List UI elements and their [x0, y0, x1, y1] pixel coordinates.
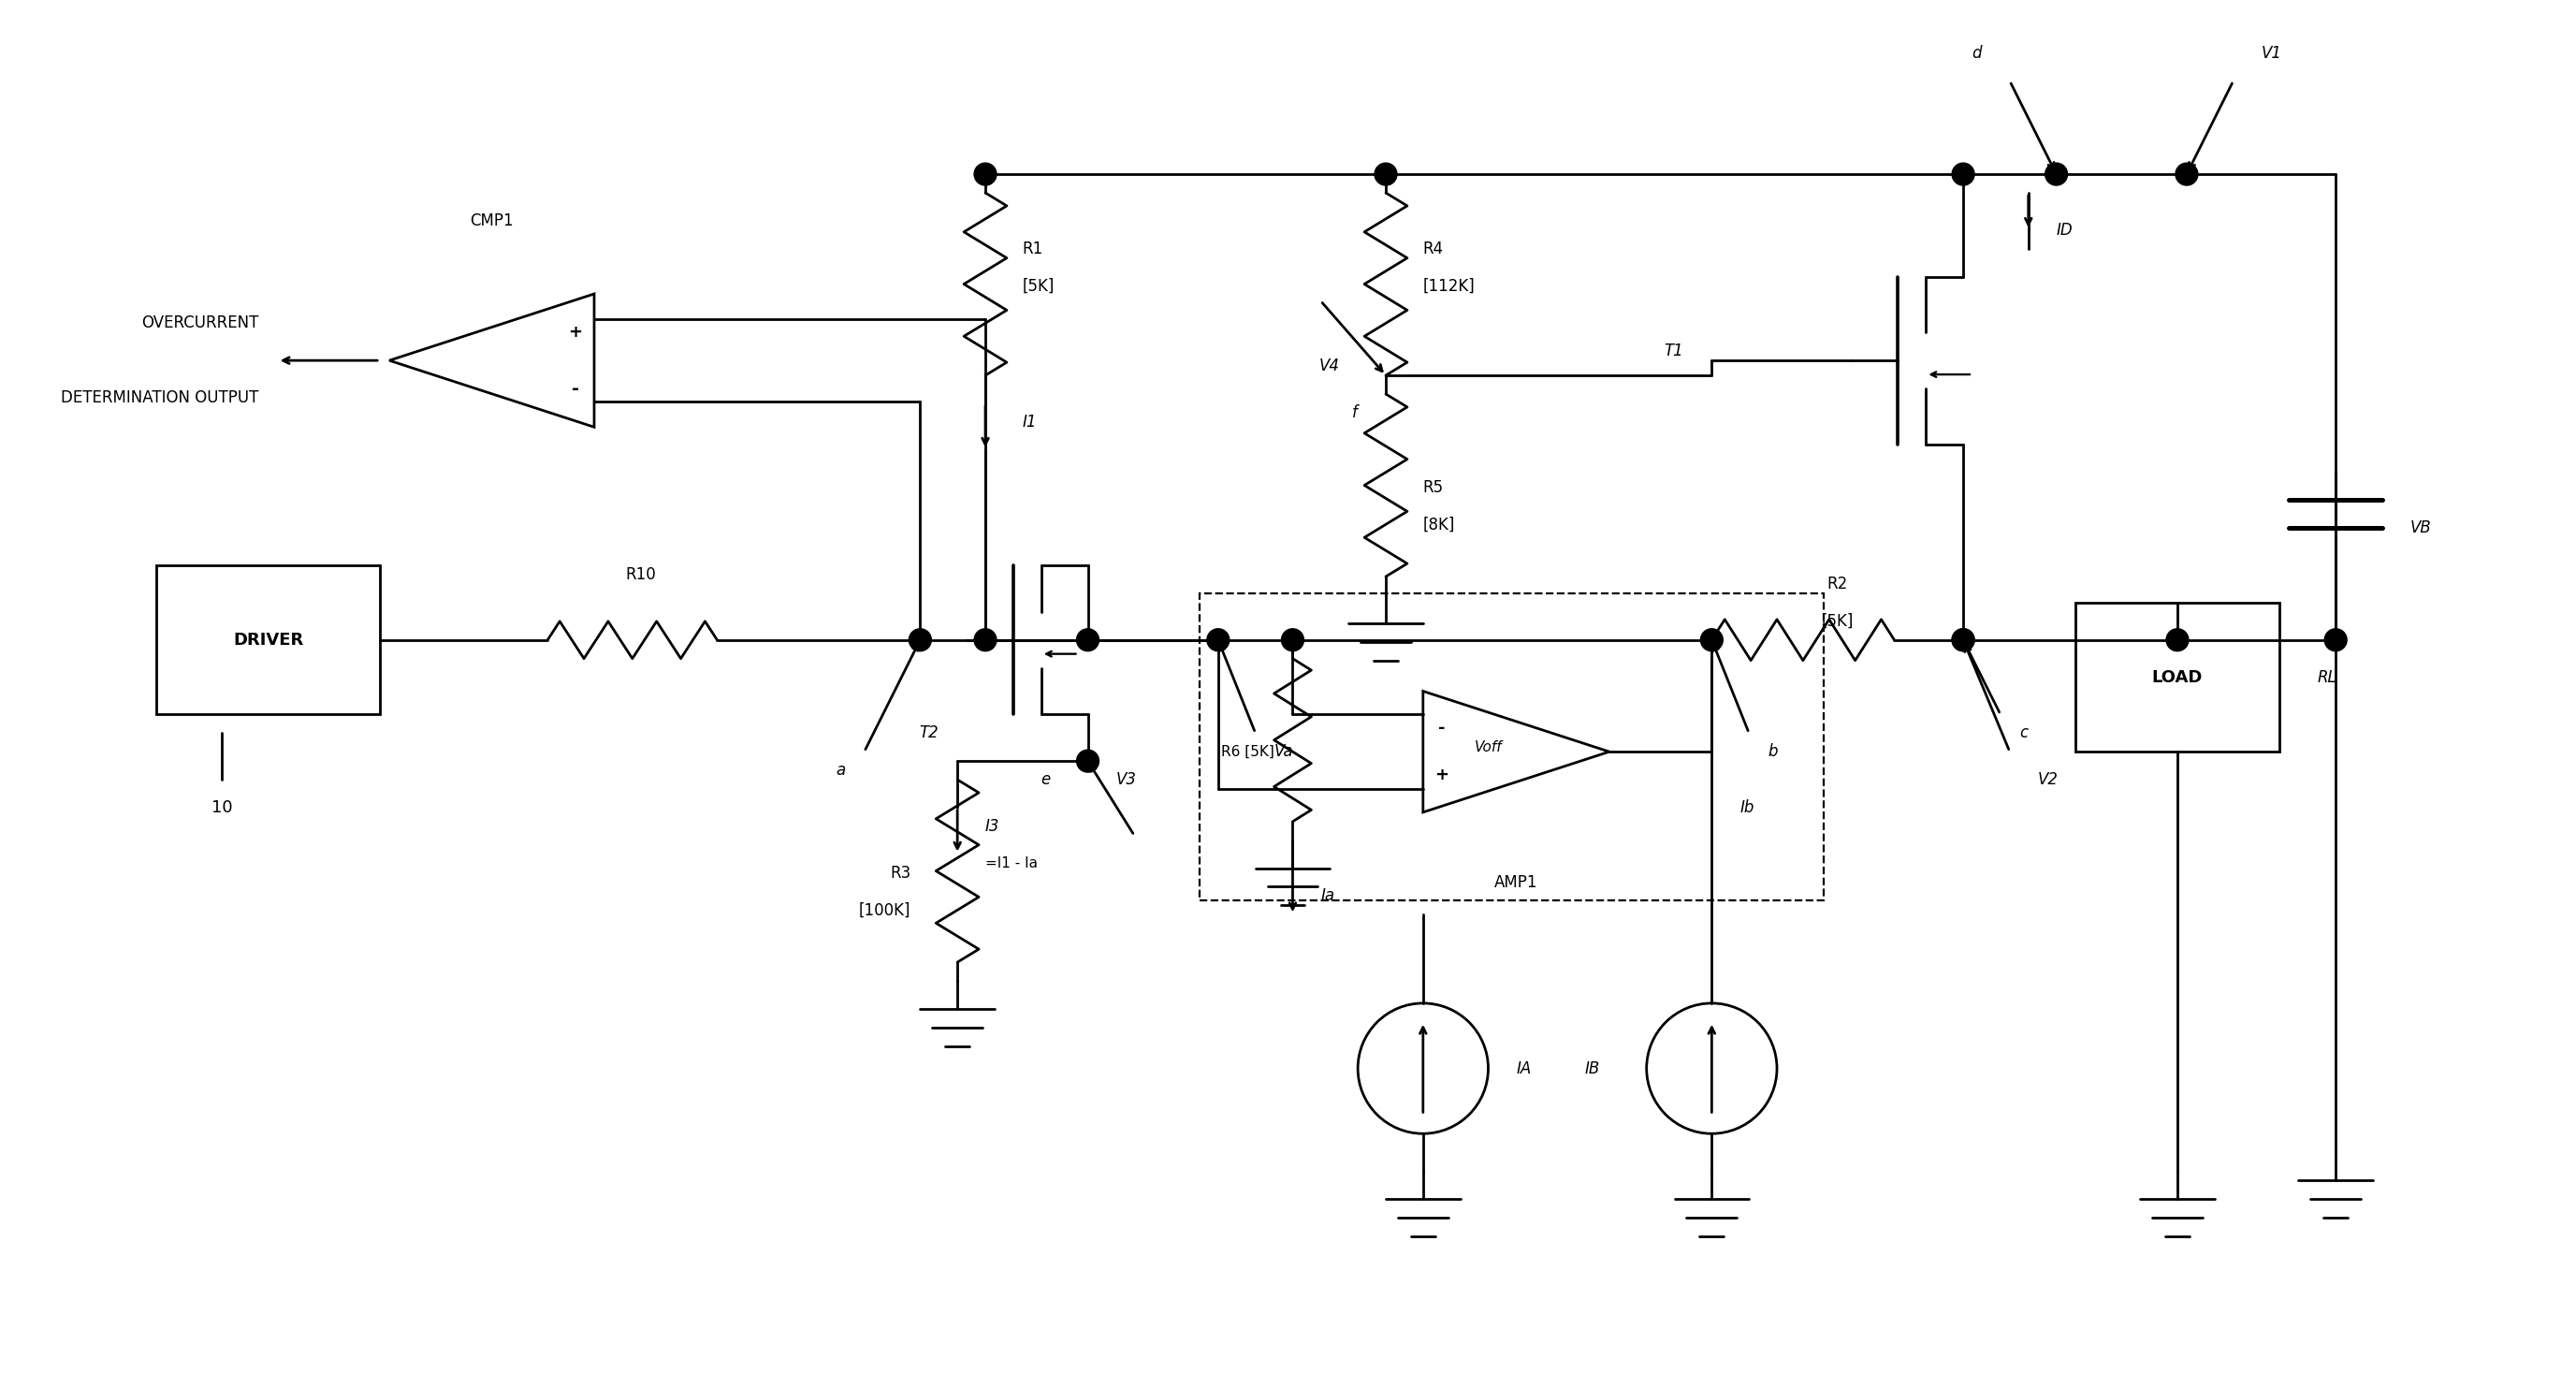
Text: R5: R5 — [1422, 479, 1443, 496]
Text: +: + — [569, 324, 582, 341]
Text: I3: I3 — [987, 818, 999, 835]
Text: T2: T2 — [920, 725, 938, 741]
Text: a: a — [837, 762, 845, 778]
Text: V4: V4 — [1319, 357, 1340, 375]
Text: [8K]: [8K] — [1422, 516, 1455, 533]
Circle shape — [2166, 629, 2190, 651]
Text: AMP1: AMP1 — [1494, 873, 1538, 891]
Text: -: - — [1437, 719, 1445, 737]
Text: ID: ID — [2056, 221, 2074, 239]
Text: VB: VB — [2411, 520, 2432, 537]
Text: [5K]: [5K] — [1023, 277, 1054, 294]
Text: Ia: Ia — [1321, 888, 1334, 905]
Text: IA: IA — [1517, 1060, 1530, 1076]
Text: DRIVER: DRIVER — [232, 632, 304, 648]
Text: =I1 - Ia: =I1 - Ia — [987, 857, 1038, 870]
Text: e: e — [1041, 772, 1051, 788]
Circle shape — [1953, 163, 1973, 185]
Text: 10: 10 — [211, 799, 232, 816]
Circle shape — [1077, 629, 1100, 651]
Circle shape — [1077, 750, 1100, 772]
Text: Voff: Voff — [1473, 740, 1502, 754]
Text: R6 [5K]: R6 [5K] — [1221, 744, 1275, 759]
Bar — [1200, 593, 1824, 901]
Circle shape — [1953, 629, 1973, 651]
Circle shape — [2045, 163, 2069, 185]
Text: LOAD: LOAD — [2151, 669, 2202, 685]
Circle shape — [1280, 629, 1303, 651]
Text: V3: V3 — [1115, 772, 1136, 788]
Text: b: b — [1767, 743, 1777, 761]
Text: I1: I1 — [1023, 413, 1038, 430]
Text: [5K]: [5K] — [1821, 612, 1855, 630]
Text: R4: R4 — [1422, 240, 1443, 257]
Text: [112K]: [112K] — [1422, 277, 1476, 294]
Text: IB: IB — [1584, 1060, 1600, 1076]
Text: V2: V2 — [2038, 772, 2058, 788]
Circle shape — [2177, 163, 2197, 185]
Text: V1: V1 — [2262, 45, 2282, 62]
Circle shape — [1700, 629, 1723, 651]
Text: R1: R1 — [1023, 240, 1043, 257]
Circle shape — [1208, 629, 1229, 651]
Text: f: f — [1352, 404, 1358, 422]
Text: Ib: Ib — [1739, 799, 1754, 816]
Text: OVERCURRENT: OVERCURRENT — [142, 314, 260, 332]
Text: Va: Va — [1275, 743, 1293, 761]
Bar — [2074, 603, 2280, 751]
Text: DETERMINATION OUTPUT: DETERMINATION OUTPUT — [62, 390, 260, 406]
Text: R3: R3 — [889, 865, 912, 881]
Text: -: - — [572, 379, 580, 397]
Circle shape — [974, 163, 997, 185]
Circle shape — [1953, 629, 1973, 651]
Text: d: d — [1973, 45, 1981, 62]
Text: R10: R10 — [626, 566, 657, 584]
Text: R2: R2 — [1826, 575, 1847, 593]
Circle shape — [909, 629, 933, 651]
Text: [100K]: [100K] — [858, 902, 912, 919]
Text: CMP1: CMP1 — [469, 213, 513, 229]
Circle shape — [974, 629, 997, 651]
Text: +: + — [1435, 766, 1448, 784]
Text: c: c — [2020, 725, 2027, 741]
Text: T1: T1 — [1664, 343, 1685, 360]
Circle shape — [2324, 629, 2347, 651]
Text: RL: RL — [2316, 669, 2336, 685]
Circle shape — [1376, 163, 1396, 185]
Bar — [157, 566, 381, 714]
